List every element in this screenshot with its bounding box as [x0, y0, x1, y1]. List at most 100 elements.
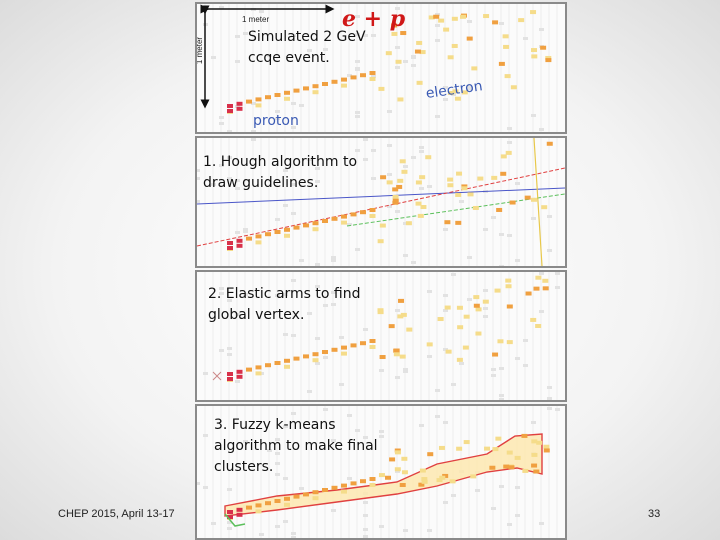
noise-hit: [291, 532, 296, 535]
step-3-line-3: clusters.: [214, 459, 274, 475]
noise-hit: [315, 167, 320, 170]
event-hits-2: [197, 138, 565, 266]
noise-hit: [275, 218, 280, 221]
noise-hit: [355, 248, 360, 251]
hit-cell: [475, 307, 482, 312]
hit-cell: [246, 505, 252, 510]
hit-cell: [436, 478, 443, 483]
noise-hit: [197, 169, 200, 172]
hit-cell: [510, 85, 517, 90]
hit-cell: [284, 90, 290, 95]
noise-hit: [411, 156, 416, 159]
noise-hit: [403, 368, 408, 371]
noise-hit: [267, 449, 272, 452]
noise-hit: [363, 328, 368, 331]
hit-cell: [265, 501, 271, 506]
hit-cell: [457, 325, 464, 330]
noise-hit: [355, 15, 360, 18]
hit-cell: [540, 45, 547, 50]
step-2-line-2: global vertex.: [208, 307, 305, 323]
hit-cell: [447, 90, 454, 95]
hit-cell: [473, 303, 480, 308]
hit-cell: [303, 492, 309, 497]
hit-cell: [518, 18, 525, 23]
hit-cell: [393, 348, 400, 353]
hit-cell: [236, 238, 243, 243]
noise-hit: [435, 389, 440, 392]
hit-cell: [236, 101, 243, 106]
noise-hit: [243, 32, 248, 35]
hit-cell: [498, 61, 505, 66]
hit-cell: [472, 205, 479, 210]
noise-hit: [531, 217, 536, 220]
noise-hit: [227, 527, 232, 530]
noise-hit: [499, 265, 504, 266]
hit-cell: [378, 473, 385, 478]
hit-cell: [331, 216, 338, 221]
hit-cell: [341, 483, 347, 488]
noise-hit: [235, 187, 240, 190]
hit-cell: [462, 345, 469, 350]
hit-cell: [494, 288, 501, 293]
event-hits-1: [197, 4, 558, 132]
hit-cell: [397, 178, 404, 183]
hit-cell: [379, 223, 386, 228]
hit-cell: [246, 367, 252, 372]
noise-hit: [435, 24, 440, 27]
noise-hit: [331, 291, 336, 294]
noise-hit: [395, 7, 400, 10]
hit-cell: [227, 515, 233, 519]
hit-cell: [284, 502, 290, 507]
noise-hit: [459, 200, 464, 203]
hit-cell: [399, 354, 406, 359]
noise-hit: [331, 256, 336, 259]
noise-hit: [355, 429, 360, 432]
noise-hit: [499, 394, 504, 397]
hit-cell: [284, 364, 290, 369]
noise-hit: [227, 353, 232, 356]
noise-hit: [443, 294, 448, 297]
hit-cell: [451, 16, 458, 21]
hit-cell: [274, 93, 281, 97]
noise-hit: [443, 228, 448, 231]
noise-hit: [499, 485, 504, 488]
hit-cell: [341, 345, 347, 350]
noise-hit: [451, 273, 456, 276]
hit-cell: [255, 97, 262, 102]
noise-hit: [443, 86, 448, 89]
hit-cell: [505, 150, 512, 155]
hit-cell: [449, 479, 456, 484]
noise-hit: [323, 408, 328, 411]
hit-cell: [451, 43, 458, 48]
hit-cell: [369, 339, 376, 343]
noise-hit: [443, 421, 448, 424]
hit-cell: [522, 468, 529, 473]
hit-cell: [399, 482, 406, 487]
hit-cell: [312, 490, 319, 495]
hit-cell: [543, 444, 550, 449]
noise-hit: [227, 488, 232, 491]
hit-cell: [394, 450, 401, 455]
noise-hit: [371, 149, 376, 152]
noise-hit: [387, 205, 392, 208]
noise-hit: [283, 204, 288, 207]
noise-hit: [363, 138, 368, 141]
hit-cell: [393, 352, 400, 357]
hit-cell: [341, 489, 347, 494]
hit-cell: [274, 361, 281, 365]
noise-hit: [395, 470, 400, 473]
scale-label-vertical: 1 meter: [195, 36, 205, 65]
hit-cell: [265, 363, 271, 368]
noise-hit: [211, 183, 216, 186]
hit-cell: [369, 208, 376, 212]
noise-hit: [499, 22, 504, 25]
hit-cell: [418, 482, 425, 487]
noise-hit: [443, 309, 448, 312]
noise-hit: [219, 6, 224, 9]
hit-cell: [444, 305, 451, 310]
noise-hit: [411, 55, 416, 58]
hit-cell: [500, 171, 507, 176]
noise-hit: [483, 228, 488, 231]
noise-hit: [403, 370, 408, 373]
hit-cell: [392, 198, 399, 203]
